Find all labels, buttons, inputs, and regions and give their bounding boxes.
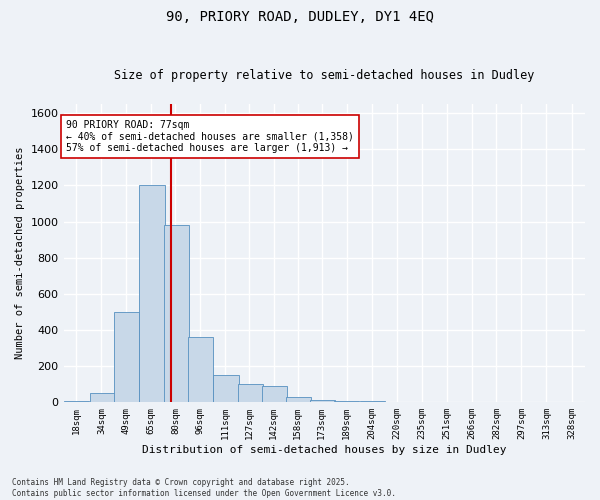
Bar [188,337,213,402]
Bar [113,312,139,402]
Bar [164,225,189,402]
Bar [286,397,311,402]
Bar [334,401,359,402]
Title: Size of property relative to semi-detached houses in Dudley: Size of property relative to semi-detach… [114,69,535,82]
Bar [139,186,164,402]
Bar [262,386,287,402]
Text: Contains HM Land Registry data © Crown copyright and database right 2025.
Contai: Contains HM Land Registry data © Crown c… [12,478,396,498]
Text: 90 PRIORY ROAD: 77sqm
← 40% of semi-detached houses are smaller (1,358)
57% of s: 90 PRIORY ROAD: 77sqm ← 40% of semi-deta… [66,120,354,154]
Bar [238,384,263,402]
Bar [89,394,115,402]
Text: 90, PRIORY ROAD, DUDLEY, DY1 4EQ: 90, PRIORY ROAD, DUDLEY, DY1 4EQ [166,10,434,24]
X-axis label: Distribution of semi-detached houses by size in Dudley: Distribution of semi-detached houses by … [142,445,506,455]
Y-axis label: Number of semi-detached properties: Number of semi-detached properties [15,147,25,360]
Bar [310,400,335,402]
Bar [214,375,239,402]
